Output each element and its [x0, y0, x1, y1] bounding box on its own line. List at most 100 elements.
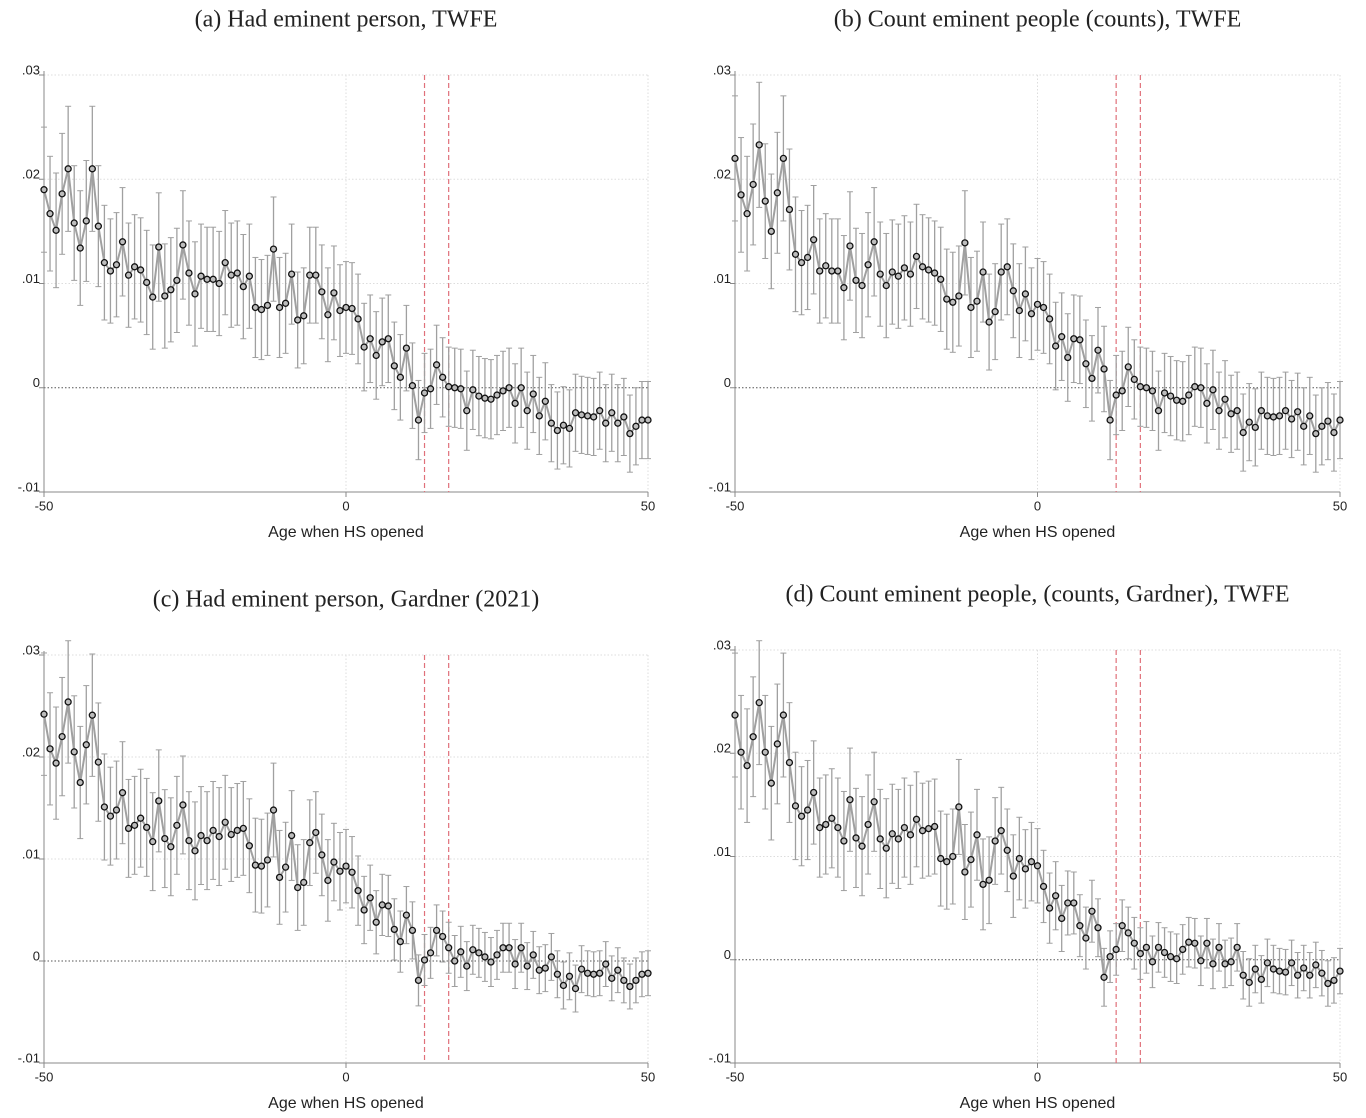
point [251, 861, 260, 869]
point [432, 361, 441, 369]
point [70, 748, 78, 756]
point [402, 344, 411, 352]
point [1094, 924, 1102, 932]
point [876, 835, 884, 843]
point [136, 814, 145, 822]
point [1245, 978, 1253, 987]
point [342, 303, 350, 312]
point [846, 242, 854, 250]
point [251, 303, 260, 312]
point [185, 836, 193, 845]
point [900, 264, 909, 272]
point [457, 948, 465, 956]
point [791, 250, 800, 258]
point [215, 832, 223, 841]
point [233, 826, 241, 835]
point [88, 165, 96, 173]
point [912, 252, 921, 261]
point [1136, 949, 1144, 958]
point [451, 384, 459, 392]
point [638, 416, 646, 424]
point [1287, 959, 1296, 967]
point [1070, 335, 1078, 343]
point [1166, 392, 1175, 400]
point [755, 699, 763, 707]
point [1009, 287, 1017, 295]
point [1185, 391, 1193, 399]
point [1058, 914, 1066, 923]
point [1003, 263, 1011, 271]
y-tick-label: -.01 [18, 1050, 40, 1065]
point [517, 384, 525, 392]
x-tick-label: 0 [1034, 498, 1041, 513]
x-tick-label: -50 [35, 498, 54, 513]
point [1166, 953, 1175, 961]
point [1070, 899, 1078, 907]
point [870, 798, 878, 806]
point [1112, 945, 1120, 954]
point [608, 974, 616, 982]
point [523, 407, 531, 415]
x-tick-label: 0 [342, 498, 349, 513]
point [1233, 943, 1241, 952]
point [372, 351, 380, 360]
y-tick-label: .02 [713, 741, 731, 756]
point [608, 409, 616, 417]
point [1203, 399, 1211, 408]
point [1173, 396, 1181, 404]
point [1021, 865, 1030, 873]
x-tick-label: -50 [726, 498, 745, 513]
point [985, 318, 993, 326]
point [1287, 415, 1296, 423]
point [803, 253, 812, 262]
point [52, 759, 60, 767]
point [644, 969, 652, 977]
point [589, 413, 598, 421]
point [523, 962, 531, 970]
point [161, 834, 169, 843]
point [918, 827, 927, 835]
point [761, 197, 769, 205]
panel-title: (b) Count eminent people (counts), TWFE [834, 7, 1241, 33]
point [1275, 412, 1284, 420]
point [481, 953, 489, 961]
point [583, 412, 592, 420]
point [1058, 333, 1066, 341]
point [499, 387, 507, 395]
point [354, 886, 362, 895]
point [106, 812, 115, 820]
point [1136, 383, 1144, 391]
point [985, 876, 993, 884]
point [245, 272, 254, 280]
point [1227, 958, 1235, 966]
point [749, 180, 757, 189]
point [803, 806, 812, 814]
point [1100, 973, 1108, 981]
point [644, 416, 652, 424]
point [816, 267, 824, 275]
point [58, 190, 66, 198]
point [991, 307, 999, 316]
point [1281, 968, 1290, 976]
point [275, 873, 284, 882]
point [1300, 422, 1308, 430]
point [1076, 922, 1084, 930]
point [840, 284, 848, 292]
point [864, 820, 872, 829]
point [553, 970, 562, 978]
y-tick-label: .01 [22, 271, 40, 286]
point [130, 821, 139, 829]
point [209, 275, 217, 283]
point [263, 301, 272, 310]
point [475, 949, 483, 957]
point [324, 876, 332, 885]
point [324, 311, 332, 319]
point [124, 271, 133, 279]
point [493, 951, 501, 959]
point [773, 189, 781, 197]
point [40, 710, 48, 718]
point [46, 745, 54, 753]
point [227, 271, 235, 279]
point [58, 732, 66, 741]
point [191, 290, 199, 298]
